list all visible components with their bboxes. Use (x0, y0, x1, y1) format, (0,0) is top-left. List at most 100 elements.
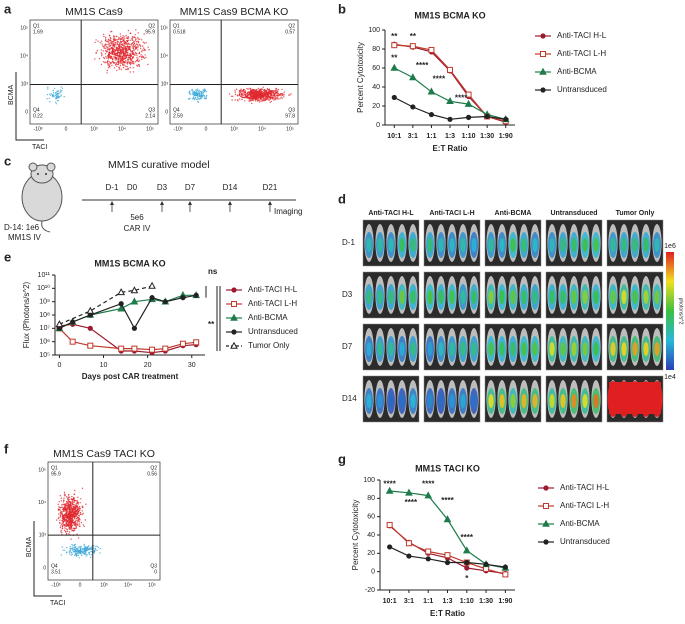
colorbar-label: photons/s^2 (678, 298, 684, 325)
event-dot (62, 521, 64, 523)
legend-label: Anti-TACI L-H (248, 299, 297, 308)
point (483, 565, 490, 572)
quadrant-name: Q4 (33, 107, 40, 113)
event-dot (59, 506, 61, 509)
event-dot (122, 53, 125, 56)
event-dot (71, 521, 73, 523)
point (443, 515, 452, 523)
event-dot (125, 52, 128, 54)
event-dot (71, 524, 74, 527)
event-dot (66, 502, 68, 505)
event-dot (143, 48, 145, 51)
event-dot (127, 54, 129, 56)
significance: * (465, 574, 469, 583)
event-dot (66, 511, 68, 514)
event-dot (138, 60, 141, 62)
event-dot (85, 553, 87, 556)
mouse-icon (21, 162, 63, 233)
event-dot (77, 549, 80, 552)
event-dot (117, 41, 120, 43)
signal-blob (609, 382, 661, 414)
event-dot (123, 56, 125, 58)
event-dot (118, 36, 120, 39)
signal-core (377, 342, 383, 356)
column-header: Anti-TACI L-H (429, 210, 474, 217)
event-dot (61, 526, 64, 528)
point (405, 488, 413, 496)
event-dot (79, 551, 81, 553)
event-dot (58, 522, 61, 524)
event-dot (63, 549, 66, 551)
x-tick-label: 10:1 (383, 598, 397, 605)
quadrant-value: 0.22 (33, 113, 43, 119)
event-dot (203, 96, 206, 98)
event-dot (94, 58, 96, 60)
event-dot (247, 94, 249, 96)
event-dot (247, 91, 249, 94)
event-dot (63, 95, 65, 98)
event-dot (199, 92, 201, 95)
event-dot (120, 35, 122, 37)
point (193, 339, 200, 346)
event-dot (116, 48, 118, 50)
arrow-head (188, 201, 192, 205)
flow-x-tick: 0 (79, 582, 82, 588)
signal-core (427, 394, 433, 408)
event-dot (81, 513, 83, 516)
event-dot (205, 98, 207, 100)
event-dot (205, 95, 208, 98)
event-dot (129, 66, 131, 69)
event-dot (139, 44, 142, 46)
imaging-cell (484, 219, 542, 267)
event-dot (101, 55, 103, 57)
quadrant-name: Q2 (148, 23, 155, 29)
event-dot (77, 507, 80, 509)
event-dot (119, 48, 121, 50)
imaging-cell (606, 375, 664, 423)
event-dot (258, 99, 260, 101)
event-dot (248, 98, 251, 100)
event-dot (279, 98, 281, 100)
point (70, 319, 76, 325)
event-dot (95, 51, 98, 53)
point (410, 104, 416, 110)
event-dot (73, 524, 76, 526)
event-dot (261, 92, 263, 95)
event-dot (71, 543, 73, 546)
signal-core (571, 342, 577, 356)
event-dot (130, 59, 132, 61)
event-dot (85, 555, 87, 557)
signal-core (410, 238, 416, 252)
y-tick-label: 20 (372, 103, 380, 110)
event-dot (91, 554, 93, 556)
event-dot (202, 91, 205, 94)
event-dot (108, 35, 111, 37)
event-dot (139, 38, 141, 40)
y-tick-label: 60 (372, 65, 380, 72)
event-dot (202, 89, 204, 91)
signal-core (449, 394, 455, 408)
event-dot (111, 50, 113, 53)
event-dot (125, 50, 128, 52)
event-dot (100, 52, 103, 54)
event-dot (193, 93, 196, 95)
event-dot (195, 91, 198, 93)
y-tick-label: 100 (363, 477, 375, 484)
event-dot (247, 93, 249, 95)
event-dot (124, 42, 126, 45)
event-dot (100, 63, 103, 66)
arrow-head (268, 201, 272, 205)
event-dot (74, 543, 77, 546)
event-dot (117, 62, 120, 64)
event-dot (267, 92, 269, 95)
event-dot (76, 507, 78, 510)
event-dot (249, 87, 251, 90)
event-dot (75, 503, 77, 505)
event-dot (126, 61, 129, 63)
event-dot (109, 44, 112, 47)
event-dot (111, 30, 113, 33)
event-dot (239, 90, 241, 92)
event-dot (71, 507, 73, 510)
x-tick-label: 1:10 (462, 133, 476, 140)
event-dot (120, 46, 123, 48)
